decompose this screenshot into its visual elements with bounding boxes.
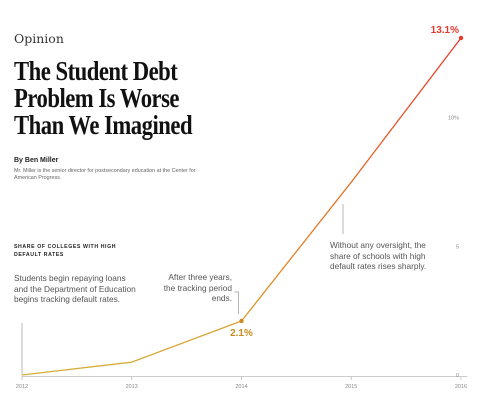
x-tick-label: 2014: [235, 384, 247, 390]
data-point: [458, 35, 464, 41]
x-tick-label: 2015: [345, 384, 357, 390]
chart-title: SHARE OF COLLEGES WITH HIGH DEFAULT RATE…: [14, 244, 117, 258]
headline: The Student Debt Problem Is Worse Than W…: [14, 58, 207, 139]
data-labels: 2.1% 13.1%: [230, 25, 459, 339]
data-label: 2.1%: [230, 328, 253, 339]
headline-line: Problem Is Worse: [14, 83, 179, 113]
annotation-leaders: [21, 204, 344, 375]
section-label: Opinion: [14, 31, 64, 46]
annotation-end: Without any oversight, the share of scho…: [330, 240, 427, 271]
y-axis-labels: 0 5 10%: [448, 116, 459, 379]
x-tick-label: 2013: [126, 384, 138, 390]
data-label: 13.1%: [431, 25, 459, 36]
leader-line-mid: [234, 291, 239, 314]
x-tick-label: 2016: [455, 384, 467, 390]
y-tick-label: 10%: [448, 116, 459, 122]
headline-line: The Student Debt: [14, 56, 178, 86]
data-points: [239, 35, 464, 324]
y-tick-label: 0: [456, 373, 459, 379]
headline-line: Than We Imagined: [14, 110, 193, 140]
y-tick-label: 5: [456, 244, 459, 250]
byline: By Ben Miller: [14, 157, 59, 164]
x-tick-label: 2012: [16, 384, 28, 390]
annotation-start: Students begin repaying loans and the De…: [14, 273, 136, 304]
x-axis: 2012 2013 2014 2015 2016: [16, 376, 467, 390]
author-bio: Mr. Miller is the senior director for po…: [14, 168, 196, 181]
annotation-mid: After three years, the tracking period e…: [163, 272, 232, 303]
data-point: [239, 318, 244, 324]
